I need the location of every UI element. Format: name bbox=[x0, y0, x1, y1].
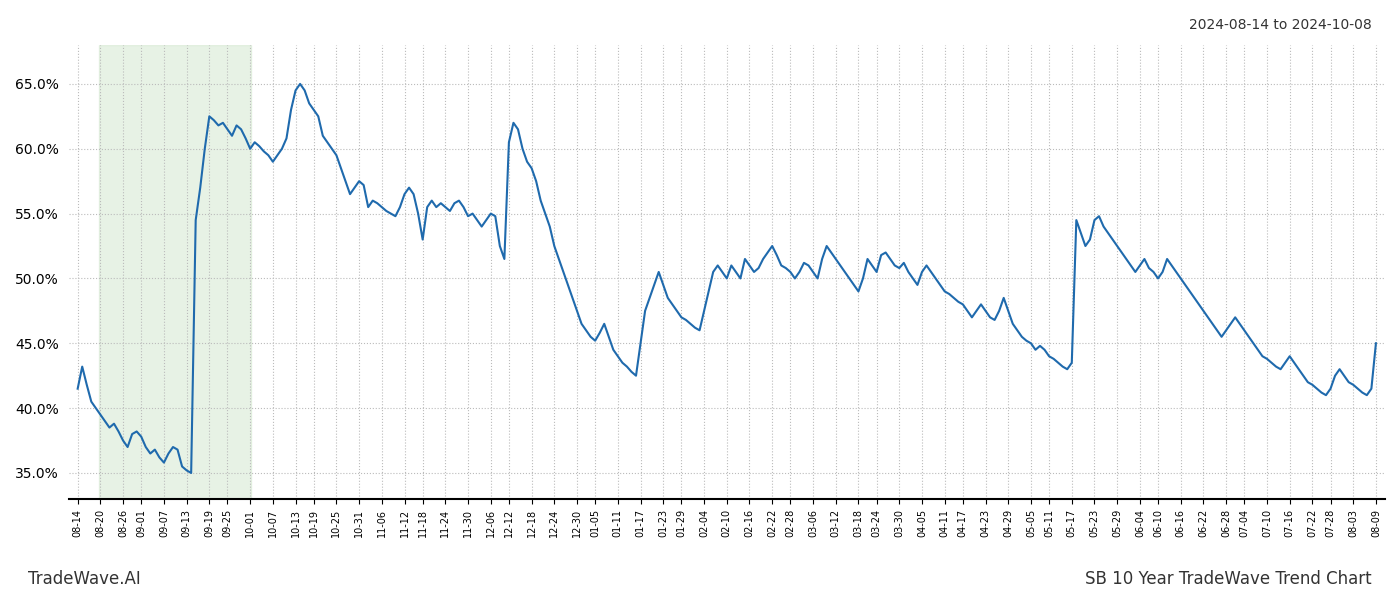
Text: SB 10 Year TradeWave Trend Chart: SB 10 Year TradeWave Trend Chart bbox=[1085, 570, 1372, 588]
Text: 2024-08-14 to 2024-10-08: 2024-08-14 to 2024-10-08 bbox=[1189, 18, 1372, 32]
Bar bbox=[99, 45, 251, 499]
Text: TradeWave.AI: TradeWave.AI bbox=[28, 570, 141, 588]
